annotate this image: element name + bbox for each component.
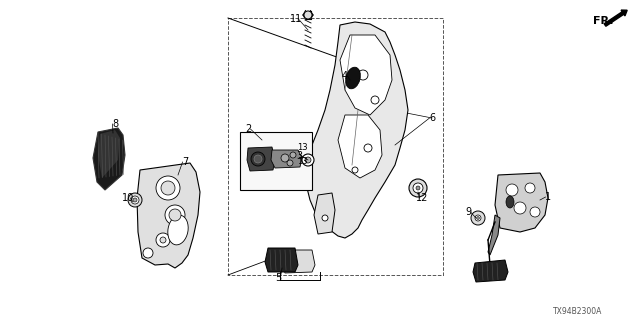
Circle shape	[287, 160, 293, 166]
Polygon shape	[271, 150, 302, 168]
Circle shape	[156, 176, 180, 200]
Circle shape	[525, 183, 535, 193]
Circle shape	[352, 167, 358, 173]
Circle shape	[128, 193, 142, 207]
Ellipse shape	[346, 67, 360, 89]
Circle shape	[131, 196, 139, 204]
Polygon shape	[338, 115, 382, 178]
Polygon shape	[488, 215, 500, 255]
Circle shape	[302, 154, 314, 166]
Circle shape	[371, 96, 379, 104]
Text: 3: 3	[296, 151, 302, 161]
Circle shape	[471, 211, 485, 225]
Polygon shape	[495, 173, 548, 232]
Circle shape	[305, 157, 311, 163]
Polygon shape	[247, 147, 275, 171]
Circle shape	[251, 152, 265, 166]
Bar	[228, 18, 443, 275]
Polygon shape	[98, 130, 120, 178]
Text: FR.: FR.	[593, 16, 614, 26]
Ellipse shape	[168, 215, 188, 245]
Circle shape	[290, 152, 296, 158]
Text: 12: 12	[416, 193, 428, 203]
Text: 4: 4	[342, 71, 348, 81]
Polygon shape	[265, 248, 298, 272]
Text: 1: 1	[545, 192, 551, 202]
Polygon shape	[314, 193, 335, 234]
Circle shape	[364, 144, 372, 152]
Circle shape	[281, 154, 289, 162]
Text: 13: 13	[297, 157, 307, 166]
Text: TX94B2300A: TX94B2300A	[554, 307, 603, 316]
Circle shape	[409, 179, 427, 197]
Polygon shape	[282, 250, 315, 273]
Circle shape	[165, 205, 185, 225]
Circle shape	[530, 207, 540, 217]
Circle shape	[133, 198, 137, 202]
Circle shape	[304, 11, 312, 19]
Text: 10: 10	[122, 193, 134, 203]
Ellipse shape	[506, 196, 514, 208]
Circle shape	[254, 155, 262, 163]
Text: 11: 11	[290, 14, 302, 24]
Text: 8: 8	[112, 119, 118, 129]
Polygon shape	[305, 22, 408, 238]
Text: 6: 6	[429, 113, 435, 123]
Circle shape	[161, 181, 175, 195]
Circle shape	[358, 70, 368, 80]
Text: 7: 7	[182, 157, 188, 167]
Polygon shape	[473, 260, 508, 282]
Circle shape	[160, 237, 166, 243]
Text: 9: 9	[465, 207, 471, 217]
Polygon shape	[340, 35, 392, 115]
Circle shape	[413, 183, 423, 193]
Circle shape	[506, 184, 518, 196]
Circle shape	[514, 202, 526, 214]
Circle shape	[416, 186, 420, 190]
FancyArrow shape	[604, 10, 627, 26]
Text: 5: 5	[275, 273, 281, 283]
Circle shape	[169, 209, 181, 221]
Text: 2: 2	[245, 124, 251, 134]
Bar	[240, 132, 312, 190]
Circle shape	[156, 233, 170, 247]
Circle shape	[475, 215, 481, 221]
Polygon shape	[137, 163, 200, 268]
Text: 13: 13	[297, 143, 307, 153]
Polygon shape	[93, 128, 125, 190]
Circle shape	[143, 248, 153, 258]
Circle shape	[322, 215, 328, 221]
Circle shape	[477, 217, 479, 220]
